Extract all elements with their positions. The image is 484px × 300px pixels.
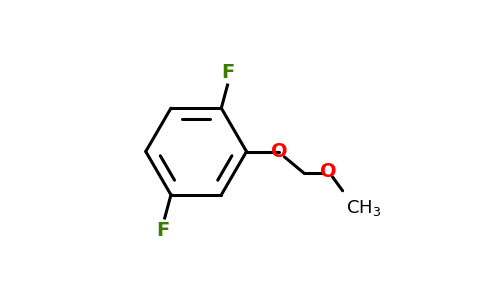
Text: O: O — [320, 162, 337, 181]
Text: F: F — [156, 221, 170, 240]
Text: CH$_3$: CH$_3$ — [346, 198, 381, 218]
Text: F: F — [222, 63, 235, 82]
Text: O: O — [271, 142, 287, 161]
